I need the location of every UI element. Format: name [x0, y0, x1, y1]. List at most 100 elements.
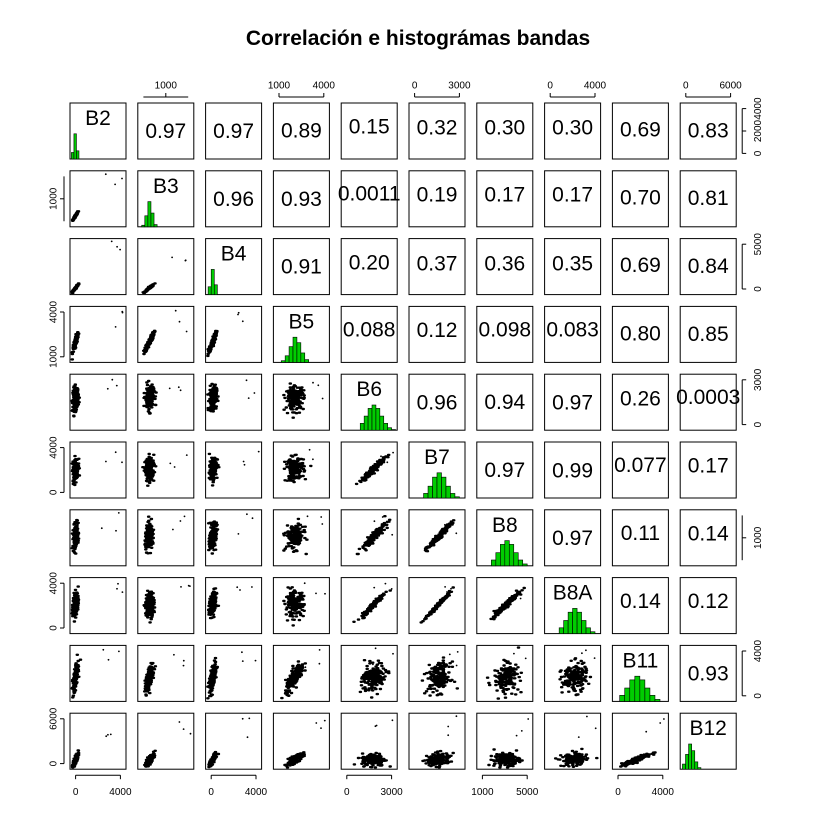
scatter-outlier [100, 527, 103, 530]
panel-B8-B7 [408, 509, 466, 567]
correlation-value: 0.36 [484, 252, 525, 275]
scatter-outlier [114, 451, 117, 454]
scatter-outlier [444, 523, 446, 526]
scatter-outlier [663, 718, 665, 720]
scatter-points [207, 452, 221, 487]
panel-frame [69, 712, 127, 770]
scatter-outlier [645, 730, 648, 733]
scatter-outlier [107, 733, 109, 736]
scatter-points [206, 382, 220, 413]
panel-B8A-B5 [272, 577, 330, 635]
panel-B8-B8A: 0.97 [544, 509, 602, 567]
histogram-bar [685, 754, 689, 770]
histogram-bar [572, 608, 578, 634]
scatter-points [619, 751, 657, 768]
panel-B2-B5: 0.89 [272, 102, 330, 160]
scatter-outlier [374, 647, 377, 650]
panel-B8-B5 [272, 509, 330, 567]
panel-B3-B6: 0.0011 [338, 170, 401, 228]
panel-B7-B4 [205, 441, 263, 499]
correlation-value: 0.97 [552, 391, 593, 414]
panel-frame [205, 238, 263, 296]
panel-frame [137, 102, 195, 160]
panel-B3-B8A: 0.17 [544, 170, 602, 228]
histogram-bar [284, 355, 290, 363]
panel-frame [544, 441, 602, 499]
panel-B2-B11: 0.69 [611, 102, 669, 160]
panel-B6-B2 [69, 373, 127, 431]
panel-frame [69, 577, 127, 635]
scatter-outlier [178, 320, 181, 323]
panel-B12-B6 [340, 712, 398, 770]
histogram-bar [280, 360, 286, 363]
scatter-outlier [392, 652, 394, 655]
top-axis-7: 0 4000 [547, 81, 607, 98]
tick-label: 0 [753, 421, 764, 427]
top-axis-1: 1000 [143, 81, 189, 98]
histogram-bar [363, 415, 369, 431]
panel-frame [679, 577, 737, 635]
panel-frame [205, 712, 263, 770]
scatter-points [70, 518, 81, 555]
correlation-value: 0.96 [213, 188, 254, 211]
panel-frame [340, 644, 398, 702]
bottom-axis-4: 0 3000 [344, 774, 403, 798]
scatter-outlier [304, 666, 307, 669]
correlation-value: 0.12 [688, 590, 729, 613]
panel-B4-B8: 0.36 [476, 238, 534, 296]
scatter-points [419, 586, 455, 624]
histogram-bar [691, 750, 696, 770]
scatter-points [206, 656, 220, 700]
scatter-outlier [121, 461, 123, 464]
correlation-value: 0.12 [417, 319, 458, 342]
correlation-value: 0.99 [552, 459, 593, 482]
scatter-outlier [189, 732, 192, 735]
scatter-outlier [320, 727, 322, 729]
panel-B11-B8A [544, 644, 602, 702]
panel-B6-B4 [205, 373, 263, 431]
scatter-outlier [239, 589, 241, 591]
histogram-bar [649, 695, 656, 702]
correlation-value: 0.17 [688, 455, 729, 478]
tick-label: 0 [344, 787, 350, 798]
panel-B12-B11 [611, 712, 669, 770]
panel-B5-B8: 0.098 [476, 305, 534, 363]
panel-B5-B5: B5 [272, 305, 330, 363]
correlation-value: 0.94 [484, 391, 525, 414]
scatter-outlier [241, 660, 244, 662]
histogram-bar [387, 427, 392, 431]
scatter-outlier [174, 309, 177, 312]
histogram-bar [144, 215, 149, 228]
scatter-outlier [107, 658, 110, 661]
correlation-value: 0.97 [484, 459, 525, 482]
correlation-value: 0.69 [620, 254, 661, 277]
tick-label: 4000 [49, 436, 60, 459]
diagonal-label-B11: B11 [622, 649, 658, 672]
histogram-bar [513, 552, 519, 567]
correlation-value: 0.14 [688, 522, 729, 545]
diagonal-label-B7: B7 [424, 446, 450, 469]
scatter-outlier [593, 657, 596, 659]
right-axis-8: 0 4000 [741, 639, 764, 699]
panel-frame [408, 712, 466, 770]
panel-B8A-B8 [476, 577, 534, 635]
scatter-outlier [173, 466, 176, 468]
diagonal-label-B8A: B8A [553, 582, 593, 605]
scatter-points [355, 515, 392, 556]
panel-frame [408, 238, 466, 296]
histogram-bar [371, 404, 377, 431]
histogram-bar [432, 476, 438, 499]
top-axis-3: 1000 4000 [268, 81, 335, 98]
panel-B2-B2: B2 [69, 102, 127, 160]
scatter-outlier [189, 585, 191, 587]
panel-B6-B5 [272, 373, 330, 431]
right-axis-6: 1000 [741, 515, 764, 561]
panel-frame [408, 373, 466, 431]
panel-B8A-B6 [340, 577, 398, 635]
scatter-outlier [384, 582, 387, 585]
scatter-points [207, 750, 221, 769]
scatter-points [142, 589, 157, 624]
diagonal-label-B5: B5 [289, 310, 315, 333]
scatter-points [282, 517, 309, 556]
scatter-points [487, 748, 524, 769]
